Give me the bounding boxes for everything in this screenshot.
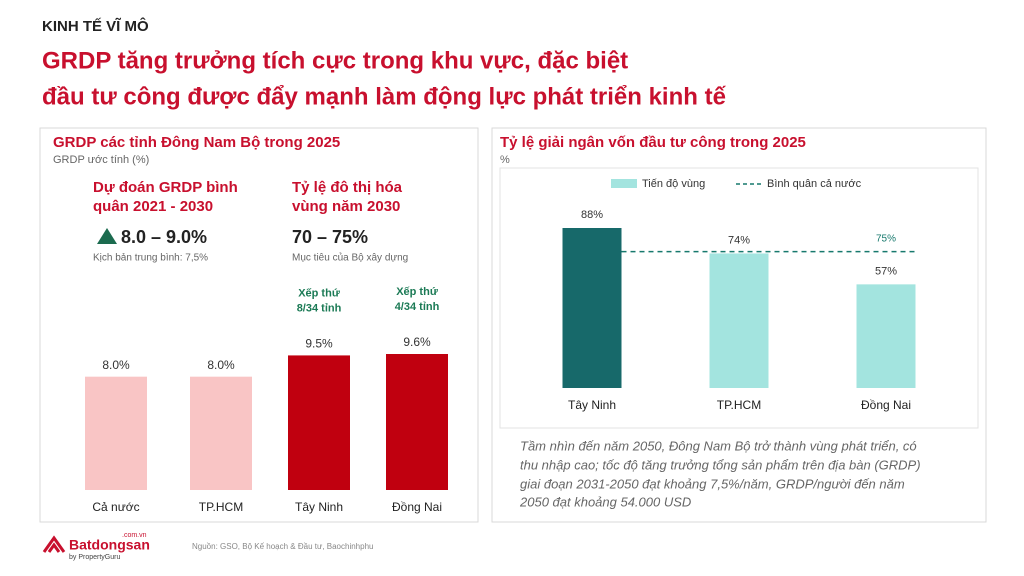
x-tick-label: TP.HCM — [199, 500, 243, 514]
annotation: 8/34 tỉnh — [297, 302, 342, 314]
reference-label: 75% — [876, 233, 896, 244]
callout-title: Dự đoán GRDP bình — [93, 179, 238, 196]
bar — [562, 228, 622, 388]
callout-note: Kịch bản trung bình: 7,5% — [93, 253, 208, 264]
callout-title: vùng năm 2030 — [292, 198, 400, 215]
bar — [288, 355, 350, 490]
callout-title: quân 2021 - 2030 — [93, 198, 213, 215]
annotation: Xếp thứ — [298, 287, 340, 299]
value-label: 9.5% — [305, 337, 333, 351]
x-tick-label: Đồng Nai — [392, 500, 442, 514]
value-label: 74% — [728, 234, 750, 246]
callout-value: 8.0 – 9.0% — [121, 227, 207, 247]
x-tick-label: Đồng Nai — [861, 398, 911, 412]
legend-swatch — [611, 179, 637, 188]
headline: GRDP tăng trưởng tích cực trong khu vực,… — [42, 47, 628, 74]
x-tick-label: Tây Ninh — [295, 500, 343, 514]
value-label: 88% — [581, 209, 603, 221]
note-line: 2050 đạt khoảng 54.000 USD — [519, 494, 691, 509]
plot-frame — [499, 167, 979, 429]
section-label: KINH TẾ VĨ MÔ — [42, 17, 149, 35]
callout-title: Tỷ lệ đô thị hóa — [292, 179, 403, 196]
up-arrow — [97, 228, 117, 244]
annotation: 4/34 tỉnh — [395, 301, 440, 313]
bar — [386, 354, 448, 490]
legend-label: Bình quân cả nước — [767, 178, 862, 190]
chart-title: GRDP các tỉnh Đông Nam Bộ trong 2025 — [53, 134, 340, 151]
callout-value: 70 – 75% — [292, 227, 368, 247]
source: Nguồn: GSO, Bộ Kế hoạch & Đầu tư, Baochi… — [192, 542, 373, 551]
chart-title: Tỷ lệ giải ngân vốn đầu tư công trong 20… — [500, 134, 806, 151]
bar — [856, 284, 916, 388]
note-line: Tầm nhìn đến năm 2050, Đông Nam Bộ trở t… — [520, 438, 917, 453]
x-tick-label: Cả nước — [92, 500, 139, 514]
note-line: thu nhập cao; tốc độ tăng trưởng tổng sả… — [520, 457, 921, 472]
annotation: Xếp thứ — [396, 286, 438, 298]
value-label: 8.0% — [102, 358, 130, 372]
chart-subtitle: % — [500, 154, 510, 166]
value-label: 8.0% — [207, 358, 235, 372]
logo-domain: .com.vn — [122, 532, 147, 539]
x-tick-label: TP.HCM — [717, 398, 761, 412]
bar — [709, 253, 769, 388]
note-line: giai đoạn 2031-2050 đạt khoảng 7,5%/năm,… — [520, 476, 905, 491]
callout-note: Mục tiêu của Bộ xây dựng — [292, 252, 408, 264]
value-label: 9.6% — [403, 335, 431, 349]
logo-brand: Batdongsan — [69, 537, 150, 553]
logo-icon — [42, 535, 66, 553]
headline: đầu tư công được đẩy mạnh làm động lực p… — [42, 83, 727, 110]
legend-label: Tiến độ vùng — [642, 178, 705, 190]
bar — [85, 376, 147, 490]
chart-subtitle: GRDP ước tính (%) — [53, 154, 149, 166]
bar — [190, 376, 252, 490]
logo-byline: by PropertyGuru — [69, 554, 120, 561]
value-label: 57% — [875, 265, 897, 277]
x-tick-label: Tây Ninh — [568, 398, 616, 412]
